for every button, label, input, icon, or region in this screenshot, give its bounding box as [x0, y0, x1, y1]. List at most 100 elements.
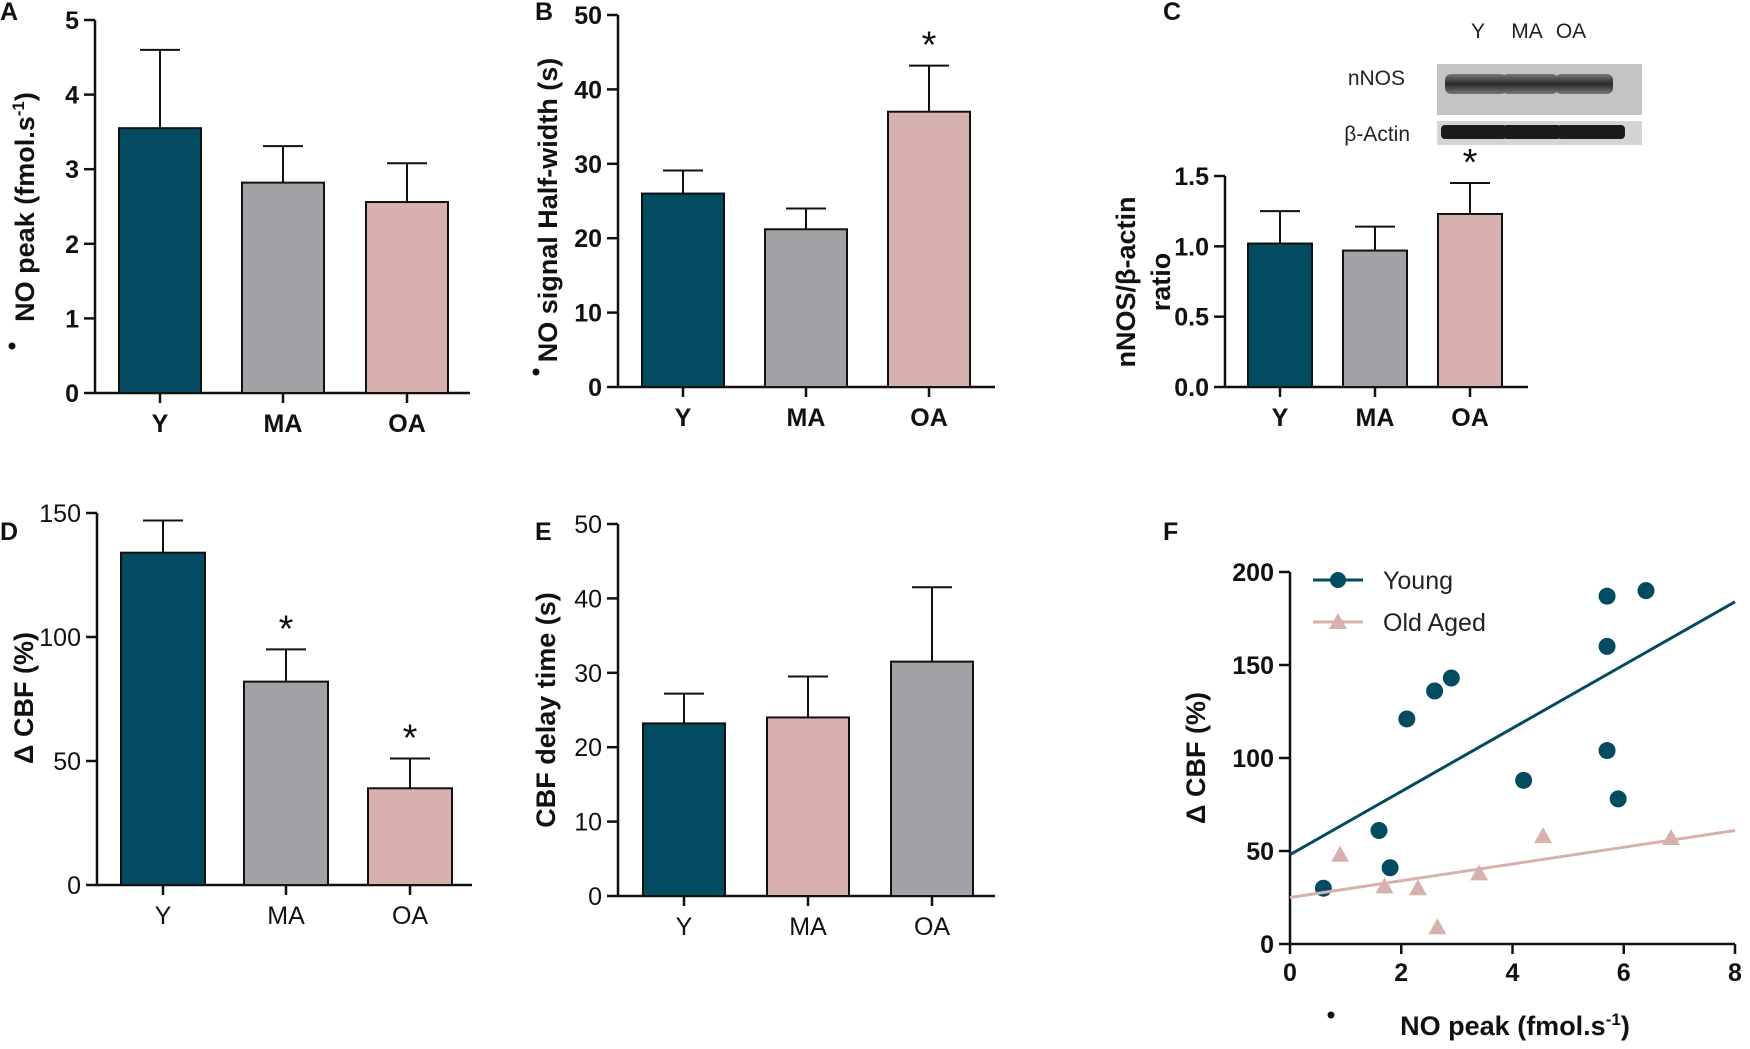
- panel-c-bar-y: [1247, 242, 1313, 388]
- panel-c-ytick-label: 0.0: [1174, 374, 1209, 402]
- panel-b-bar-y: [641, 192, 725, 388]
- panel-f-point-young: [1609, 790, 1627, 808]
- panel-letter-c: C: [1163, 0, 1181, 26]
- panel-f-point-young: [1442, 669, 1460, 687]
- panel-e-xtick-label: MA: [789, 913, 827, 941]
- blot-lane-label-oa: OA: [1556, 20, 1586, 43]
- panel-a-ytick-label: 0: [65, 380, 79, 408]
- panel-e-bar-ma: [766, 716, 850, 897]
- panel-b-xtick-label: Y: [675, 404, 692, 432]
- panel-e-bar-y: [642, 722, 726, 898]
- panel-b-ytick-label: 20: [574, 225, 602, 253]
- panel-b-xtick-label: OA: [910, 404, 948, 432]
- panel-a-ytick-label: 1: [65, 305, 79, 333]
- panel-d-ytick-label: 100: [39, 624, 81, 652]
- blot-actin-band-oa: [1557, 125, 1625, 139]
- panel-f-point-young: [1426, 682, 1444, 700]
- panel-a-bar-oa: [365, 201, 449, 394]
- panel-e-chart: 0 10 20 30 40 50 Y MA OA CBF delay time (s): [531, 511, 995, 941]
- panel-a-bar-ma: [241, 181, 325, 394]
- panel-a-xtick-label: OA: [388, 410, 426, 438]
- panel-d-xtick-label: Y: [155, 902, 172, 930]
- panel-e-ytick-label: 50: [574, 511, 602, 539]
- blot-row-label-nnos: nNOS: [1348, 67, 1405, 90]
- panel-a-chart: 0 1 2 3 4 5 Y MA OA NO peak (fmol.s-1): [8, 7, 470, 438]
- panel-d-significance-star: *: [403, 718, 418, 760]
- panel-a-ytick-label: 5: [65, 7, 79, 35]
- panel-f-point-old-aged: [1534, 827, 1553, 844]
- legend-marker-young: [1330, 572, 1346, 588]
- panel-b-ytick-label: 50: [574, 2, 602, 30]
- panel-e-ytick-label: 0: [588, 883, 602, 911]
- panel-c-xtick-label: Y: [1272, 404, 1289, 432]
- panel-e-ytick-label: 40: [574, 585, 602, 613]
- blot-lane-label-ma: MA: [1511, 20, 1543, 43]
- panel-f-fit-line-young: [1289, 600, 1736, 857]
- panel-d-y-axis-label: Δ CBF (%): [9, 632, 39, 764]
- panel-f-point-old-aged: [1662, 828, 1681, 845]
- panel-b-ytick-label: 10: [574, 300, 602, 328]
- panel-a-ytick-label: 4: [65, 82, 79, 110]
- panel-b-xtick-label: MA: [787, 404, 826, 432]
- panel-a-ytick-label: 2: [65, 231, 79, 259]
- blot-actin-band-ma: [1503, 125, 1561, 139]
- panel-f-point-young: [1398, 710, 1416, 728]
- panel-b-ytick-label: 30: [574, 151, 602, 179]
- panel-f-point-young: [1515, 771, 1533, 789]
- panel-b-y-axis-label: NO signal Half-width (s): [533, 58, 563, 363]
- panel-c-ytick-label: 1.0: [1174, 233, 1209, 261]
- panel-f-xtick-label: 2: [1394, 959, 1408, 987]
- panel-d-bar-y: [120, 551, 206, 886]
- panel-b-chart: 0 10 20 30 40 50 Y MA OA * NO signal Half-width (s…: [532, 2, 995, 432]
- panel-f-point-young: [1381, 859, 1399, 877]
- panel-e-xtick-label: OA: [914, 913, 950, 941]
- panel-f-point-young: [1598, 637, 1616, 655]
- panel-c-y-axis-label-line1: nNOS/β-actin: [1111, 197, 1141, 368]
- panel-c-bar-ma: [1342, 249, 1408, 388]
- panel-f-point-old-aged: [1331, 845, 1350, 862]
- panel-f-point-young: [1598, 742, 1616, 760]
- panel-d-bar-oa: [367, 787, 453, 887]
- panel-letter-e: E: [535, 518, 552, 546]
- panel-d-bar-ma: [243, 680, 329, 887]
- panel-d-ytick-label: 50: [53, 748, 81, 776]
- panel-d-significance-star: *: [279, 608, 294, 650]
- panel-b-significance-star: *: [922, 25, 937, 67]
- panel-f-xtick-label: 0: [1283, 959, 1297, 987]
- panel-d-ytick-label: 0: [67, 872, 81, 900]
- panel-f-point-old-aged: [1428, 918, 1447, 935]
- panel-c-ytick-label: 1.5: [1174, 163, 1209, 191]
- panel-a-xtick-label: MA: [264, 410, 303, 438]
- blot-actin-band-y: [1441, 125, 1507, 139]
- panel-b-ytick-label: 40: [574, 76, 602, 104]
- panel-f-ytick-label: 0: [1260, 931, 1274, 959]
- panel-f-point-young: [1370, 822, 1388, 840]
- panel-d-ytick-label: 150: [39, 500, 81, 528]
- panel-c-ytick-label: 0.5: [1174, 304, 1209, 332]
- panel-c-y-axis-label-line2: ratio: [1146, 253, 1176, 312]
- panel-f-ytick-label: 200: [1232, 559, 1274, 587]
- panel-f-ytick-label: 100: [1232, 745, 1274, 773]
- legend-marker-old-aged: [1329, 613, 1347, 629]
- panel-f-xtick-label: 4: [1506, 959, 1520, 987]
- panel-f-ytick-label: 150: [1232, 652, 1274, 680]
- panel-f-xtick-label: 8: [1728, 959, 1742, 987]
- blot-nnos-band-oa: [1555, 74, 1613, 94]
- panel-e-ytick-label: 10: [574, 809, 602, 837]
- blot-row-label-actin: β-Actin: [1344, 123, 1410, 146]
- panel-letter-b: B: [535, 0, 553, 26]
- panel-f-point-young: [1598, 587, 1616, 605]
- panel-a-ytick-label: 3: [65, 156, 79, 184]
- panel-d-xtick-label: MA: [267, 902, 305, 930]
- blot-nnos-band-ma: [1502, 74, 1558, 94]
- panel-d-xtick-label: OA: [392, 902, 428, 930]
- panel-f-point-old-aged: [1375, 877, 1394, 894]
- panel-f-fit-line-old-aged: [1289, 829, 1736, 899]
- panel-c-chart: 0.0 0.5 1.0 1.5 Y MA OA * nNOS/β-actin ratio Y MA OA…: [1111, 20, 1642, 432]
- panel-a-xtick-label: Y: [152, 410, 169, 438]
- panel-f-point-old-aged: [1470, 864, 1489, 881]
- panel-f-chart: 0 50 100 150 200 0 2 4 6 8 Δ CBF (%) NO peak (fmol.…: [1181, 559, 1742, 1041]
- panel-f-point-old-aged: [1408, 879, 1427, 896]
- legend-label-young: Young: [1383, 567, 1453, 595]
- panel-a-radical-dot: [8, 342, 16, 350]
